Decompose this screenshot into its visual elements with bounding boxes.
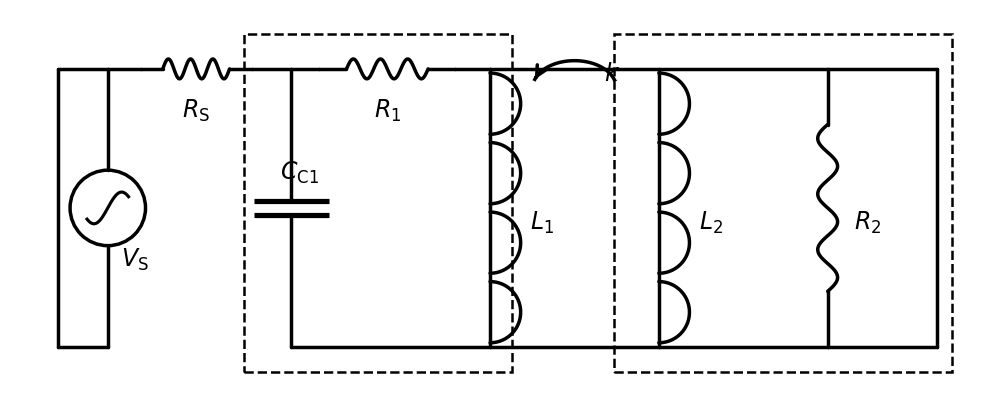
Text: $L_{1}$: $L_{1}$ xyxy=(530,210,554,236)
Text: $V_{\mathrm{S}}$: $V_{\mathrm{S}}$ xyxy=(121,246,148,273)
Text: $k$: $k$ xyxy=(604,63,621,86)
Text: $R_{1}$: $R_{1}$ xyxy=(374,97,401,124)
Text: $C_{\mathrm{C1}}$: $C_{\mathrm{C1}}$ xyxy=(280,160,319,186)
Text: $R_{2}$: $R_{2}$ xyxy=(854,210,882,236)
Text: $R_{\mathrm{S}}$: $R_{\mathrm{S}}$ xyxy=(182,97,210,124)
Text: $L_{2}$: $L_{2}$ xyxy=(699,210,723,236)
